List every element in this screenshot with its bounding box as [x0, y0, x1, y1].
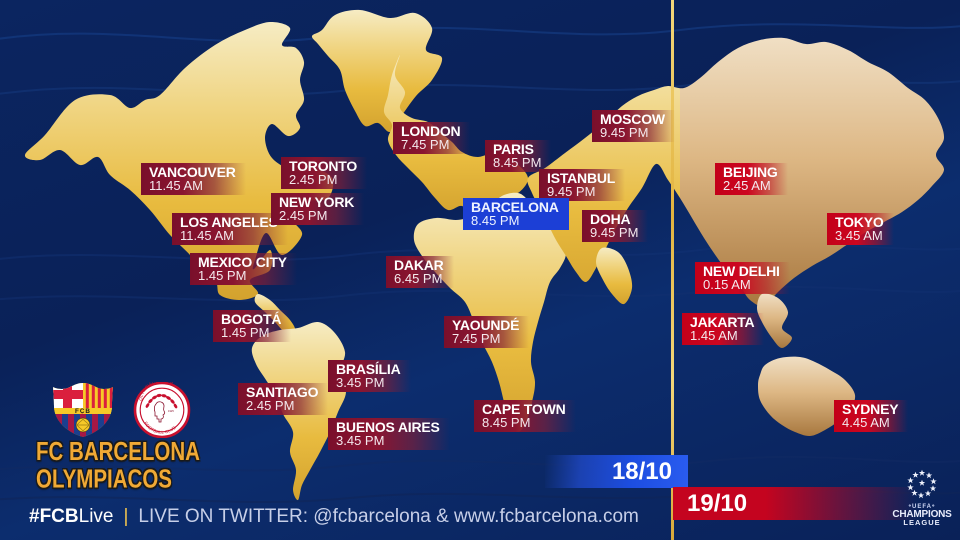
svg-text:1925: 1925: [168, 409, 174, 413]
svg-text:FCB: FCB: [75, 408, 91, 415]
